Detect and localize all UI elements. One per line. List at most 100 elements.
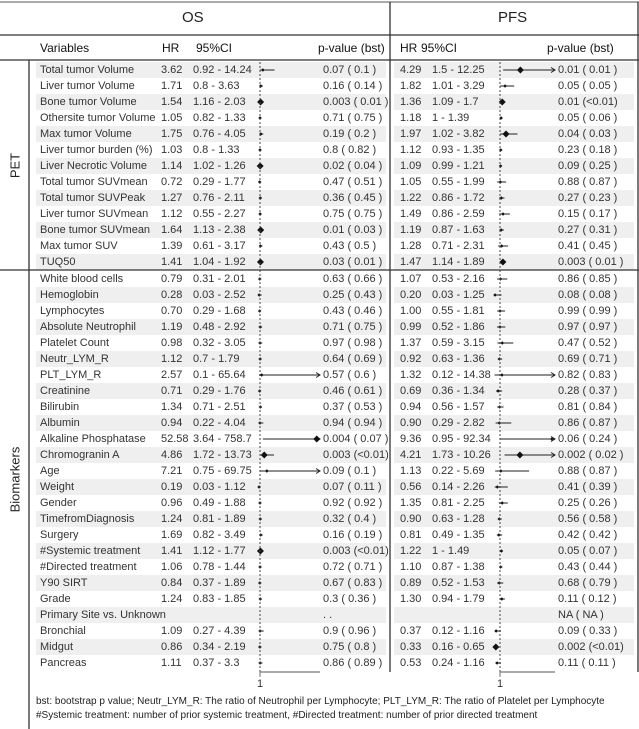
row-shade-os xyxy=(36,415,386,431)
variable-name: Grade xyxy=(40,593,71,605)
os-hr: 0.94 xyxy=(161,417,183,429)
os-hr: 1.39 xyxy=(161,240,183,252)
variable-name: Absolute Neutrophil xyxy=(40,321,137,333)
row-shade-pfs xyxy=(394,94,634,110)
pfs-hr: 1.47 xyxy=(400,256,422,268)
os-p-value: 0.64 ( 0.69 ) xyxy=(323,353,383,365)
pfs-hr-marker xyxy=(499,228,503,232)
variable-name: Platelet Count xyxy=(40,337,110,349)
os-hr: 0.96 xyxy=(161,497,183,509)
os-ci: 0.29 - 1.68 xyxy=(193,305,246,317)
pfs-ci: 0.53 - 2.16 xyxy=(432,273,485,285)
pfs-hr-marker xyxy=(500,501,504,505)
pfs-p-value: 0.25 ( 0.26 ) xyxy=(558,497,618,509)
os-section-title: OS xyxy=(182,9,204,26)
row-shade-os xyxy=(36,511,386,527)
pfs-hr: 1.35 xyxy=(400,497,422,509)
variable-name: Lymphocytes xyxy=(40,305,105,317)
pfs-p-value: 0.06 ( 0.24 ) xyxy=(558,433,618,445)
os-hr-marker xyxy=(259,373,264,377)
os-p-value: 0.47 ( 0.51 ) xyxy=(323,176,383,188)
os-ci: 0.71 - 2.51 xyxy=(193,401,246,413)
os-hr: 0.84 xyxy=(161,577,183,589)
variable-name: Bone tumor Volume xyxy=(40,96,137,108)
variable-name: Othersite tumor Volume xyxy=(40,112,156,124)
row-shade-pfs xyxy=(394,415,634,431)
pfs-ci: 0.14 - 2.26 xyxy=(432,481,485,493)
os-hr: 1.24 xyxy=(161,513,183,525)
pfs-hr: 1.49 xyxy=(400,208,422,220)
pfs-ci: 0.52 - 1.53 xyxy=(432,577,485,589)
os-p-value: 0.86 ( 0.89 ) xyxy=(323,657,383,669)
pfs-ci: 0.36 - 1.34 xyxy=(432,385,485,397)
os-p-value: 0.003 (<0.01) xyxy=(323,545,389,557)
pfs-hr: 1.12 xyxy=(400,144,422,156)
os-p-value: 0.16 ( 0.19 ) xyxy=(323,529,383,541)
pfs-p-value: 0.002 ( 0.02 ) xyxy=(558,449,624,461)
pfs-hr: 4.29 xyxy=(400,64,422,76)
pfs-p-value: 0.002 (<0.01) xyxy=(558,641,624,653)
header-pfs-p: p-value (bst) xyxy=(547,41,614,55)
os-hr-marker xyxy=(265,469,269,473)
pfs-hr-marker xyxy=(493,293,497,297)
pfs-p-value: 0.05 ( 0.07 ) xyxy=(558,545,618,557)
variable-name: White blood cells xyxy=(40,273,124,285)
pfs-hr: 0.37 xyxy=(400,625,422,637)
os-ci: 0.8 - 1.33 xyxy=(193,144,240,156)
os-hr: 1.12 xyxy=(161,208,183,220)
variable-name: Albumin xyxy=(40,417,80,429)
os-hr: 1.41 xyxy=(161,256,183,268)
pfs-ci: 0.81 - 2.25 xyxy=(432,497,485,509)
pfs-hr: 1.22 xyxy=(400,545,422,557)
pfs-hr-marker xyxy=(497,533,501,537)
pfs-ci: 1.01 - 3.29 xyxy=(432,80,485,92)
os-ci: 0.81 - 1.89 xyxy=(193,513,246,525)
row-shade-os xyxy=(36,287,386,303)
variable-name: Gender xyxy=(40,497,77,509)
variable-name: Pancreas xyxy=(40,657,87,669)
variable-name: Liver tumor burden (%) xyxy=(40,144,153,156)
row-shade-os xyxy=(36,254,386,270)
os-ci: 1.12 - 1.77 xyxy=(193,545,246,557)
pfs-hr: 1.09 xyxy=(400,160,422,172)
variable-name: Bilirubin xyxy=(40,401,80,413)
os-ci: 1.13 - 2.38 xyxy=(193,224,246,236)
os-hr: 1.71 xyxy=(161,80,183,92)
os-hr: 0.98 xyxy=(161,337,183,349)
os-hr: 1.41 xyxy=(161,545,183,557)
pfs-ci: 0.63 - 1.28 xyxy=(432,513,485,525)
variable-name: Neutr_LYM_R xyxy=(40,353,109,365)
variable-name: PLT_LYM_R xyxy=(40,369,102,381)
row-shade-pfs xyxy=(394,479,634,495)
pfs-hr: 1.32 xyxy=(400,369,422,381)
pfs-ci: 0.03 - 1.25 xyxy=(432,289,485,301)
os-ci: 0.83 - 1.85 xyxy=(193,593,246,605)
os-hr: 1.05 xyxy=(161,112,183,124)
os-hr: 1.27 xyxy=(161,192,183,204)
os-hr: 0.71 xyxy=(161,385,183,397)
os-ci: 0.82 - 3.49 xyxy=(193,529,246,541)
pfs-hr: 0.81 xyxy=(400,529,422,541)
pfs-hr: 1.10 xyxy=(400,561,422,573)
os-ci: 0.7 - 1.79 xyxy=(193,353,240,365)
pfs-ci: 0.71 - 2.31 xyxy=(432,240,485,252)
variable-name: Bronchial xyxy=(40,625,86,637)
os-ci: 0.29 - 1.76 xyxy=(193,385,246,397)
os-ci: 1.04 - 1.92 xyxy=(193,256,246,268)
variable-name: Bone tumor SUVmean xyxy=(40,224,151,236)
pfs-p-value: 0.003 ( 0.01 ) xyxy=(558,256,624,268)
pfs-hr: 1.28 xyxy=(400,240,422,252)
pfs-ci: 1 - 1.39 xyxy=(432,112,470,124)
pfs-hr: 0.53 xyxy=(400,657,422,669)
os-ci: 0.78 - 1.44 xyxy=(193,561,246,573)
pfs-p-value: 0.28 ( 0.37 ) xyxy=(558,385,618,397)
os-hr: 1.14 xyxy=(161,160,183,172)
variable-name: #Directed treatment xyxy=(40,561,137,573)
pfs-ci-arrow xyxy=(550,372,556,378)
os-ci: 0.34 - 2.19 xyxy=(193,641,246,653)
os-p-value: 0.003 (<0.01) xyxy=(323,449,389,461)
os-hr: 1.54 xyxy=(161,96,183,108)
pfs-p-value: 0.97 ( 0.97 ) xyxy=(558,321,618,333)
row-shade-os xyxy=(36,319,386,335)
os-ci: 0.03 - 2.52 xyxy=(193,289,246,301)
